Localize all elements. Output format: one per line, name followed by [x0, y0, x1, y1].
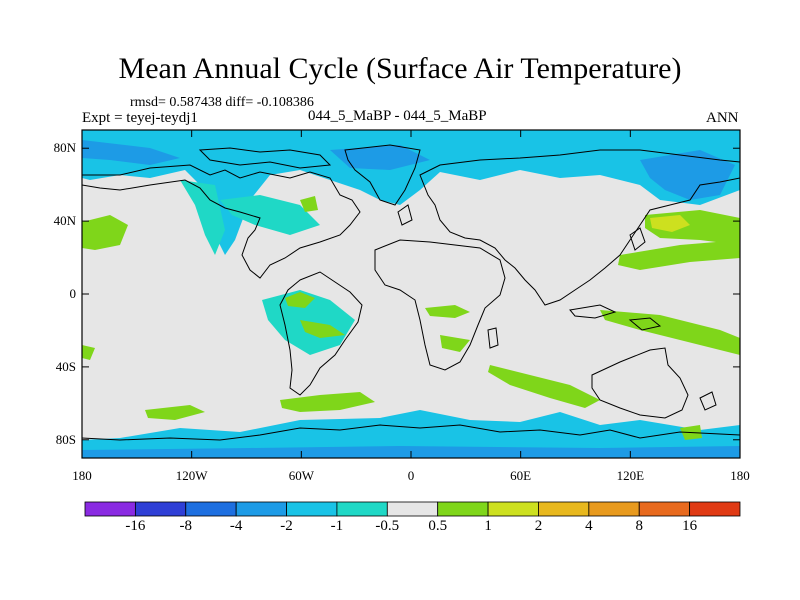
- lon-tick-label: 0: [407, 468, 415, 483]
- colorbar-swatch: [689, 501, 741, 517]
- west-pacific-warm-core: [650, 215, 690, 232]
- colorbar-swatch: [487, 501, 539, 517]
- arctic-cool-strong: [82, 140, 180, 165]
- arctic-cool-region: [82, 130, 740, 255]
- africa-coast: [374, 239, 506, 371]
- colorbar-label: -1: [330, 518, 344, 534]
- eurasia-coast: [419, 149, 740, 306]
- south-america-coast: [279, 271, 363, 396]
- stats-text: rmsd= 0.587438 diff= -0.108386: [130, 95, 314, 110]
- colorbar-swatch: [185, 501, 237, 517]
- colorbar-swatch: [386, 501, 439, 517]
- south-atlantic-warm: [280, 392, 375, 412]
- colorbar-label: -8: [179, 518, 193, 534]
- colorbar-label: -16: [125, 518, 146, 534]
- lon-tick-label: 120W: [175, 468, 208, 483]
- australia-coast: [591, 347, 689, 419]
- north-america-coast: [82, 164, 361, 279]
- south-america-warm: [300, 320, 345, 338]
- colorbar-swatch: [588, 501, 640, 517]
- colorbar-swatch: [437, 501, 489, 517]
- colorbar-label: 16: [682, 518, 698, 534]
- north-atlantic-cool: [220, 195, 320, 235]
- new-guinea-coast: [628, 317, 662, 331]
- colorbar-swatch: [538, 501, 590, 517]
- axis-ticks: [81, 130, 741, 458]
- antarctic-cool-region: [82, 410, 740, 458]
- colorbar-swatch: [638, 501, 691, 517]
- south-pacific-warm-2: [145, 405, 205, 420]
- colorbar-swatch: [84, 501, 136, 517]
- colorbar-label: 4: [585, 518, 593, 534]
- lon-tick-label: 60W: [288, 468, 314, 483]
- colorbar-label: -2: [280, 518, 293, 534]
- colorbar-label: 1: [484, 518, 492, 534]
- lat-tick-label: 0: [69, 286, 77, 301]
- lat-tick-label: 40N: [53, 213, 76, 229]
- new-zealand-coast: [699, 391, 717, 411]
- anomaly-fields: [82, 130, 740, 458]
- colorbar-label: -0.5: [375, 518, 400, 534]
- colorbar-swatch: [336, 501, 388, 517]
- colorbar-swatch: [134, 501, 187, 517]
- north-pacific-warm: [82, 215, 128, 250]
- season-label: ANN: [706, 110, 739, 126]
- equatorial-atlantic-warm: [285, 292, 315, 308]
- colorbar-label: 2: [534, 518, 543, 534]
- lon-tick-label: 180: [730, 468, 750, 483]
- west-pacific-cool: [180, 180, 225, 255]
- uk-coast: [397, 204, 413, 226]
- antarctica-coast: [82, 424, 740, 441]
- colorbar-swatch: [286, 501, 338, 517]
- southeast-pacific-warm: [82, 345, 95, 360]
- arctic-cool-strong-3: [330, 145, 430, 170]
- japan-coast: [629, 227, 646, 251]
- figure-title: Mean Annual Cycle (Surface Air Temperatu…: [118, 52, 682, 85]
- east-atlantic-warm: [300, 196, 318, 212]
- africa-warm: [425, 305, 470, 318]
- lat-tick-label: 40S: [55, 358, 76, 374]
- arctic-islands-coast: [198, 147, 332, 169]
- lat-tick-label: 80S: [55, 431, 76, 447]
- madagascar-coast: [487, 327, 499, 349]
- lon-tick-label: 60E: [510, 468, 532, 483]
- south-indian-warm: [440, 335, 470, 352]
- lat-tick-label: 80N: [53, 140, 76, 156]
- greenland-coast: [344, 144, 421, 206]
- south-pacific-warm: [600, 310, 740, 355]
- experiment-pair: 044_5_MaBP - 044_5_MaBP: [308, 108, 487, 124]
- indonesia-coast: [569, 304, 617, 319]
- colorbar: [84, 501, 741, 517]
- indian-ocean-warm: [488, 365, 600, 408]
- colorbar-label: 0.5: [428, 518, 448, 534]
- colorbar-swatch: [235, 501, 287, 517]
- arctic-cool-strong-2: [640, 150, 735, 200]
- colorbar-label: -4: [229, 518, 243, 534]
- experiment-label: Expt = teyej-teydj1: [82, 110, 198, 126]
- lon-tick-label: 180: [72, 468, 92, 483]
- coastlines: [82, 144, 740, 441]
- colorbar-label: 8: [635, 518, 643, 534]
- lon-tick-label: 120E: [616, 468, 645, 483]
- central-pacific-warm: [618, 240, 740, 270]
